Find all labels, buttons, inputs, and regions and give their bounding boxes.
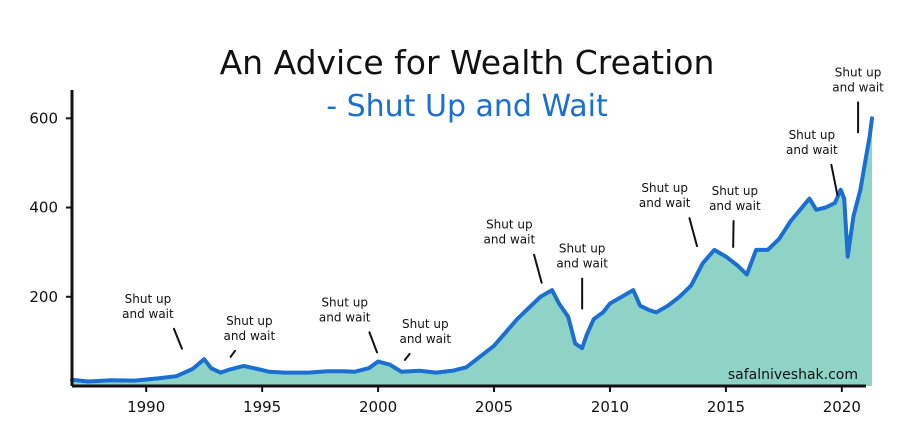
chart-title: An Advice for Wealth Creation bbox=[220, 43, 715, 82]
annotation-label: Shut up bbox=[402, 317, 449, 331]
area-fill bbox=[72, 118, 872, 387]
chart-subtitle: - Shut Up and Wait bbox=[326, 89, 608, 124]
annotation-label: Shut up bbox=[641, 181, 688, 195]
annotation-pointer bbox=[368, 331, 379, 354]
annotation-label: and wait bbox=[224, 329, 276, 343]
x-tick-label: 1995 bbox=[243, 398, 281, 416]
annotation-label: and wait bbox=[832, 80, 884, 94]
annotation-label: Shut up bbox=[226, 314, 273, 328]
annotation-pointer bbox=[533, 253, 543, 284]
x-tick-label: 1990 bbox=[127, 398, 165, 416]
watermark: safalniveshak.com bbox=[728, 367, 858, 383]
annotation-label: Shut up bbox=[712, 184, 759, 198]
annotation-label: Shut up bbox=[559, 242, 606, 256]
annotation-pointer bbox=[688, 217, 699, 248]
annotation-pointer bbox=[172, 327, 183, 350]
x-tick-label: 2010 bbox=[591, 398, 629, 416]
series-line bbox=[70, 116, 874, 384]
annotation-label: Shut up bbox=[789, 128, 836, 142]
annotation-pointer bbox=[403, 352, 411, 361]
plot-area: 1990 1995 2000 2005 2010 2015 2020 200 400 600 Shu… bbox=[29, 65, 884, 416]
annotation-pointer bbox=[229, 349, 237, 358]
annotation-label: and wait bbox=[556, 257, 608, 271]
annotation-label: and wait bbox=[122, 307, 174, 321]
y-tick-label: 600 bbox=[29, 109, 58, 127]
annotation-label: Shut up bbox=[486, 218, 533, 232]
annotation-label: Shut up bbox=[835, 65, 882, 79]
x-tick-label: 2000 bbox=[359, 398, 397, 416]
x-tick-label: 2015 bbox=[707, 398, 745, 416]
y-tick-label: 200 bbox=[29, 288, 58, 306]
annotation-label: Shut up bbox=[321, 295, 368, 309]
annotation-label: and wait bbox=[709, 199, 761, 213]
annotation-label: and wait bbox=[399, 332, 451, 346]
annotation-label: and wait bbox=[484, 233, 536, 247]
y-tick-label: 400 bbox=[29, 199, 58, 217]
x-tick-label: 2005 bbox=[475, 398, 513, 416]
annotation-pointer bbox=[830, 163, 839, 196]
x-tick-label: 2020 bbox=[823, 398, 861, 416]
annotation-label: and wait bbox=[786, 143, 838, 157]
annotation-label: and wait bbox=[639, 196, 691, 210]
annotation-label: Shut up bbox=[125, 292, 172, 306]
annotation-label: and wait bbox=[319, 310, 371, 324]
